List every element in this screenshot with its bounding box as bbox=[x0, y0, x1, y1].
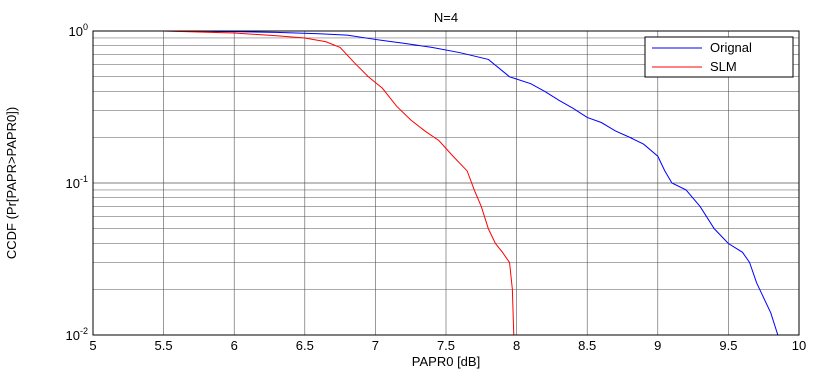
x-tick-label: 10 bbox=[792, 338, 806, 353]
x-tick-label: 6 bbox=[231, 338, 238, 353]
legend-label-slm: SLM bbox=[710, 59, 737, 74]
x-tick-label: 7 bbox=[372, 338, 379, 353]
x-tick-label: 7.5 bbox=[437, 338, 455, 353]
y-tick-label: 100 bbox=[69, 22, 88, 39]
x-tick-labels: 5 5.5 6 6.5 7 7.5 8 8.5 9 9.5 10 bbox=[89, 338, 806, 353]
legend-box bbox=[644, 36, 794, 78]
legend-label-orignal: Orignal bbox=[710, 40, 752, 55]
series-lines bbox=[163, 30, 779, 336]
y-tick-label: 10-2 bbox=[66, 326, 88, 343]
y-tick-label: 10-1 bbox=[66, 174, 88, 191]
series-line-slm bbox=[163, 30, 515, 336]
legend: Orignal SLM bbox=[644, 36, 794, 78]
x-axis-title: PAPR0 [dB] bbox=[412, 354, 480, 369]
plot-frame bbox=[92, 30, 800, 336]
x-tick-label: 8 bbox=[513, 338, 520, 353]
chart-title: N=4 bbox=[434, 10, 458, 25]
x-tick-label: 9.5 bbox=[719, 338, 737, 353]
x-tick-label: 5.5 bbox=[155, 338, 173, 353]
x-tick-label: 5 bbox=[89, 338, 96, 353]
x-tick-label: 9 bbox=[654, 338, 661, 353]
y-axis-title: CCDF (Pr[PAPR>PAPR0]) bbox=[4, 107, 19, 259]
x-tick-label: 6.5 bbox=[296, 338, 314, 353]
y-tick-labels: 10-2 10-1 100 bbox=[66, 22, 88, 343]
series-line-orignal bbox=[163, 30, 779, 336]
x-tick-label: 8.5 bbox=[578, 338, 596, 353]
